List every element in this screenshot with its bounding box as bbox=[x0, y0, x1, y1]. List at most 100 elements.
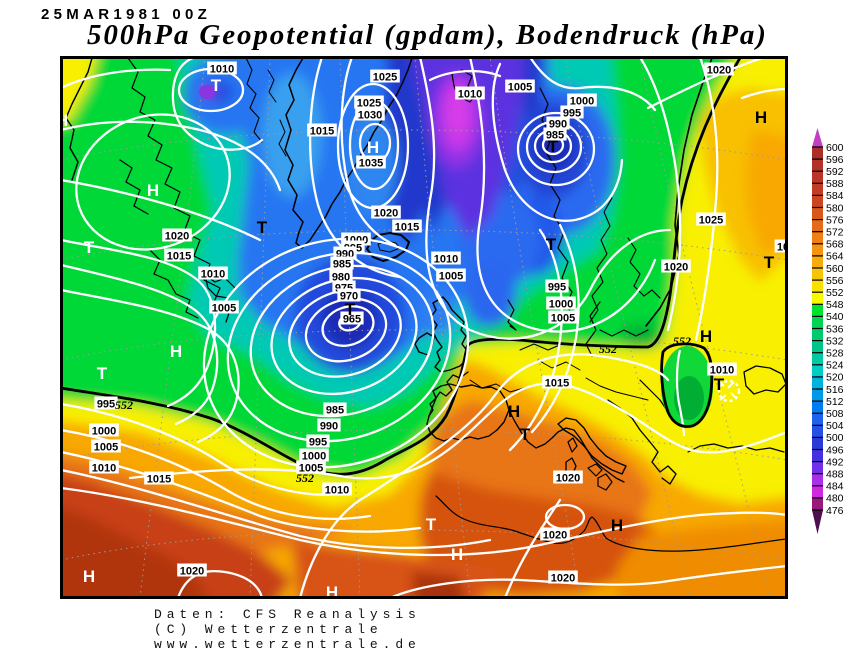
svg-text:1015: 1015 bbox=[545, 378, 569, 390]
svg-text:480: 480 bbox=[826, 493, 844, 505]
svg-text:572: 572 bbox=[826, 227, 844, 239]
svg-text:995: 995 bbox=[309, 437, 327, 449]
svg-text:1020: 1020 bbox=[180, 566, 204, 578]
svg-text:492: 492 bbox=[826, 456, 844, 468]
svg-text:H: H bbox=[451, 545, 463, 564]
svg-text:524: 524 bbox=[826, 360, 844, 372]
svg-text:1000: 1000 bbox=[302, 451, 326, 463]
svg-text:488: 488 bbox=[826, 469, 844, 481]
svg-text:536: 536 bbox=[826, 323, 844, 335]
svg-text:985: 985 bbox=[326, 405, 344, 417]
svg-text:484: 484 bbox=[826, 481, 844, 493]
svg-text:T: T bbox=[97, 364, 108, 383]
svg-text:528: 528 bbox=[826, 348, 844, 360]
svg-text:1020: 1020 bbox=[707, 65, 731, 77]
svg-text:T: T bbox=[84, 238, 95, 257]
svg-text:520: 520 bbox=[826, 372, 844, 384]
svg-text:584: 584 bbox=[826, 190, 844, 202]
svg-text:1000: 1000 bbox=[92, 426, 116, 438]
svg-text:990: 990 bbox=[320, 421, 338, 433]
svg-text:1020: 1020 bbox=[551, 573, 575, 585]
svg-text:995: 995 bbox=[548, 282, 566, 294]
svg-text:500: 500 bbox=[826, 432, 844, 444]
svg-text:985: 985 bbox=[546, 130, 564, 142]
svg-text:965: 965 bbox=[343, 314, 361, 326]
svg-text:1010: 1010 bbox=[325, 485, 349, 497]
svg-text:H: H bbox=[170, 342, 182, 361]
svg-text:T: T bbox=[520, 425, 531, 444]
svg-text:564: 564 bbox=[826, 251, 844, 263]
svg-text:T: T bbox=[257, 218, 268, 237]
svg-text:576: 576 bbox=[826, 214, 844, 226]
svg-text:H: H bbox=[508, 402, 520, 421]
svg-text:1020: 1020 bbox=[165, 231, 189, 243]
svg-text:552: 552 bbox=[826, 287, 844, 299]
svg-text:1005: 1005 bbox=[439, 271, 463, 283]
svg-text:H: H bbox=[83, 567, 95, 586]
svg-text:H: H bbox=[700, 327, 712, 346]
svg-text:1000: 1000 bbox=[570, 96, 594, 108]
svg-text:1015: 1015 bbox=[395, 222, 419, 234]
svg-text:985: 985 bbox=[333, 259, 351, 271]
svg-text:508: 508 bbox=[826, 408, 844, 420]
svg-text:1010: 1010 bbox=[210, 64, 234, 76]
svg-text:504: 504 bbox=[826, 420, 844, 432]
svg-text:970: 970 bbox=[340, 291, 358, 303]
svg-text:532: 532 bbox=[826, 335, 844, 347]
svg-text:548: 548 bbox=[826, 299, 844, 311]
svg-text:H: H bbox=[611, 516, 623, 535]
svg-text:496: 496 bbox=[826, 444, 844, 456]
svg-text:1005: 1005 bbox=[551, 313, 575, 325]
svg-text:1015: 1015 bbox=[310, 126, 334, 138]
svg-text:1005: 1005 bbox=[212, 303, 236, 315]
svg-text:T: T bbox=[211, 76, 222, 95]
svg-text:1010: 1010 bbox=[458, 89, 482, 101]
svg-text:T: T bbox=[548, 137, 559, 156]
svg-text:596: 596 bbox=[826, 154, 844, 166]
svg-text:T: T bbox=[714, 375, 725, 394]
svg-text:556: 556 bbox=[826, 275, 844, 287]
svg-text:552: 552 bbox=[115, 398, 133, 412]
svg-text:516: 516 bbox=[826, 384, 844, 396]
svg-text:H: H bbox=[367, 138, 379, 157]
svg-text:10: 10 bbox=[777, 242, 789, 254]
svg-text:580: 580 bbox=[826, 202, 844, 214]
svg-text:552: 552 bbox=[673, 334, 691, 348]
svg-text:1020: 1020 bbox=[543, 530, 567, 542]
svg-text:568: 568 bbox=[826, 239, 844, 251]
svg-text:1005: 1005 bbox=[94, 442, 118, 454]
svg-text:1010: 1010 bbox=[92, 463, 116, 475]
svg-text:1005: 1005 bbox=[508, 82, 532, 94]
svg-text:476: 476 bbox=[826, 505, 844, 517]
svg-text:588: 588 bbox=[826, 178, 844, 190]
svg-text:592: 592 bbox=[826, 166, 844, 178]
svg-text:1030: 1030 bbox=[358, 110, 382, 122]
svg-text:1010: 1010 bbox=[201, 269, 225, 281]
svg-text:552: 552 bbox=[599, 342, 617, 356]
svg-text:1020: 1020 bbox=[556, 473, 580, 485]
svg-text:552: 552 bbox=[296, 471, 314, 485]
svg-text:600: 600 bbox=[826, 142, 844, 154]
svg-text:1000: 1000 bbox=[549, 299, 573, 311]
svg-text:1020: 1020 bbox=[664, 262, 688, 274]
svg-text:T: T bbox=[546, 235, 557, 254]
svg-text:1025: 1025 bbox=[699, 215, 723, 227]
svg-text:H: H bbox=[326, 583, 338, 602]
svg-text:1025: 1025 bbox=[357, 98, 381, 110]
svg-text:T: T bbox=[764, 253, 775, 272]
svg-text:1020: 1020 bbox=[374, 208, 398, 220]
svg-text:540: 540 bbox=[826, 311, 844, 323]
svg-text:1005: 1005 bbox=[299, 463, 323, 475]
svg-text:H: H bbox=[755, 108, 767, 127]
svg-text:995: 995 bbox=[97, 399, 115, 411]
svg-text:T: T bbox=[426, 515, 437, 534]
svg-text:1035: 1035 bbox=[359, 158, 383, 170]
svg-text:1025: 1025 bbox=[373, 72, 397, 84]
svg-text:H: H bbox=[56, 111, 68, 130]
svg-text:512: 512 bbox=[826, 396, 844, 408]
svg-text:T: T bbox=[345, 300, 356, 319]
svg-text:560: 560 bbox=[826, 263, 844, 275]
svg-text:H: H bbox=[147, 181, 159, 200]
svg-text:1015: 1015 bbox=[167, 251, 191, 263]
svg-text:1010: 1010 bbox=[434, 254, 458, 266]
